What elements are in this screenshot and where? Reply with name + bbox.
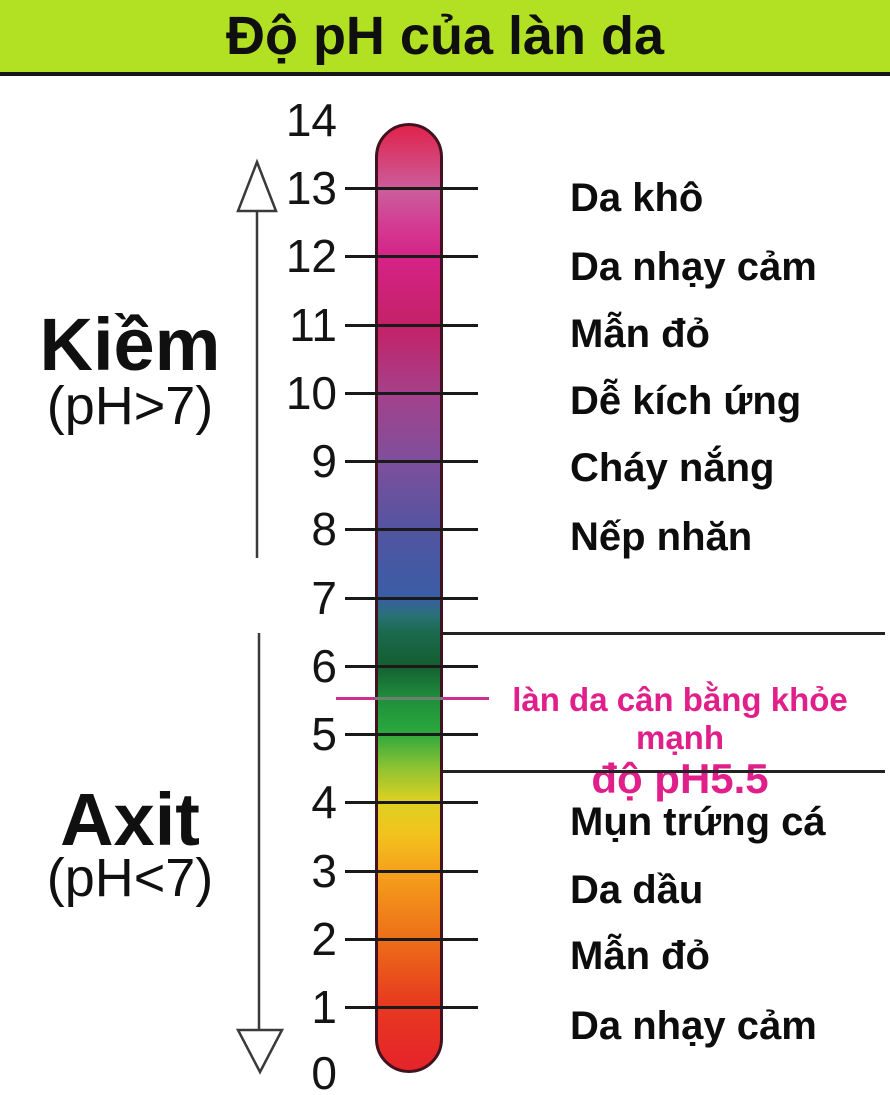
skin-condition-label: Mẫn đỏ (570, 312, 710, 356)
acid-arrow-head-icon (235, 1028, 285, 1075)
alkaline-sub-label: (pH>7) (46, 376, 214, 436)
ph55-marker-line (443, 697, 489, 700)
tick-line-ph3 (345, 870, 478, 873)
skin-condition-label: Da khô (570, 176, 704, 220)
tick-line-ph11 (345, 324, 478, 327)
ph55-marker-line (336, 697, 375, 700)
ph-tick-label: 1 (311, 981, 337, 1033)
skin-condition-label: Nếp nhăn (570, 515, 753, 559)
ph-tick-label: 0 (311, 1047, 337, 1095)
ph-tick-label: 3 (311, 845, 337, 897)
ph55-marker-line-over-bar (375, 697, 443, 700)
ph-tick-label: 11 (289, 299, 337, 351)
skin-condition-label: Da dầu (570, 868, 704, 912)
ph-tick-label: 9 (311, 435, 337, 487)
tick-line-ph13 (345, 187, 478, 190)
ph-tick-label: 5 (311, 708, 337, 760)
tick-line-ph12 (345, 255, 478, 258)
tick-line-ph2 (345, 938, 478, 941)
healthy-zone-line2: độ pH5.5 (591, 755, 769, 802)
tick-line-ph8 (345, 528, 478, 531)
tick-line-ph5 (345, 733, 478, 736)
skin-condition-label: Mụn trứng cá (570, 800, 826, 844)
ph-tick-label: 6 (311, 640, 337, 692)
skin-condition-label: Cháy nắng (570, 446, 775, 490)
alkaline-label: Kiềm (39, 303, 221, 386)
healthy-zone-text: làn da cân bằng khỏe mạnh độ pH5.5 (475, 681, 885, 801)
alkaline-arrow-head-icon (236, 158, 278, 213)
ph-tick-label: 14 (285, 94, 337, 146)
tick-line-ph6 (345, 665, 478, 668)
ph-tick-label: 8 (311, 503, 337, 555)
healthy-zone-line1: làn da cân bằng khỏe mạnh (512, 681, 848, 756)
ph-tick-label: 13 (285, 162, 337, 214)
ph-tick-label: 12 (285, 230, 337, 282)
acid-label: Axit (60, 778, 200, 861)
ph-tick-label: 4 (311, 776, 337, 828)
tick-line-ph10 (345, 392, 478, 395)
skin-condition-label: Dễ kích ứng (570, 379, 802, 423)
healthy-zone-bottom-line (443, 770, 885, 773)
ph-tick-label: 7 (311, 572, 337, 624)
skin-condition-label: Da nhạy cảm (570, 245, 817, 289)
tick-line-ph4 (345, 801, 478, 804)
acid-sub-label: (pH<7) (46, 848, 214, 908)
ph-tick-label: 2 (311, 913, 337, 965)
skin-condition-label: Da nhạy cảm (570, 1004, 817, 1048)
tick-line-ph7 (345, 597, 478, 600)
tick-line-ph1 (345, 1006, 478, 1009)
page-title: Độ pH của làn da (225, 6, 665, 66)
healthy-zone-top-line (443, 632, 885, 635)
header-banner: Độ pH của làn da (0, 0, 890, 76)
ph-tick-label: 10 (285, 367, 337, 419)
tick-line-ph9 (345, 460, 478, 463)
skin-condition-label: Mẫn đỏ (570, 934, 710, 978)
